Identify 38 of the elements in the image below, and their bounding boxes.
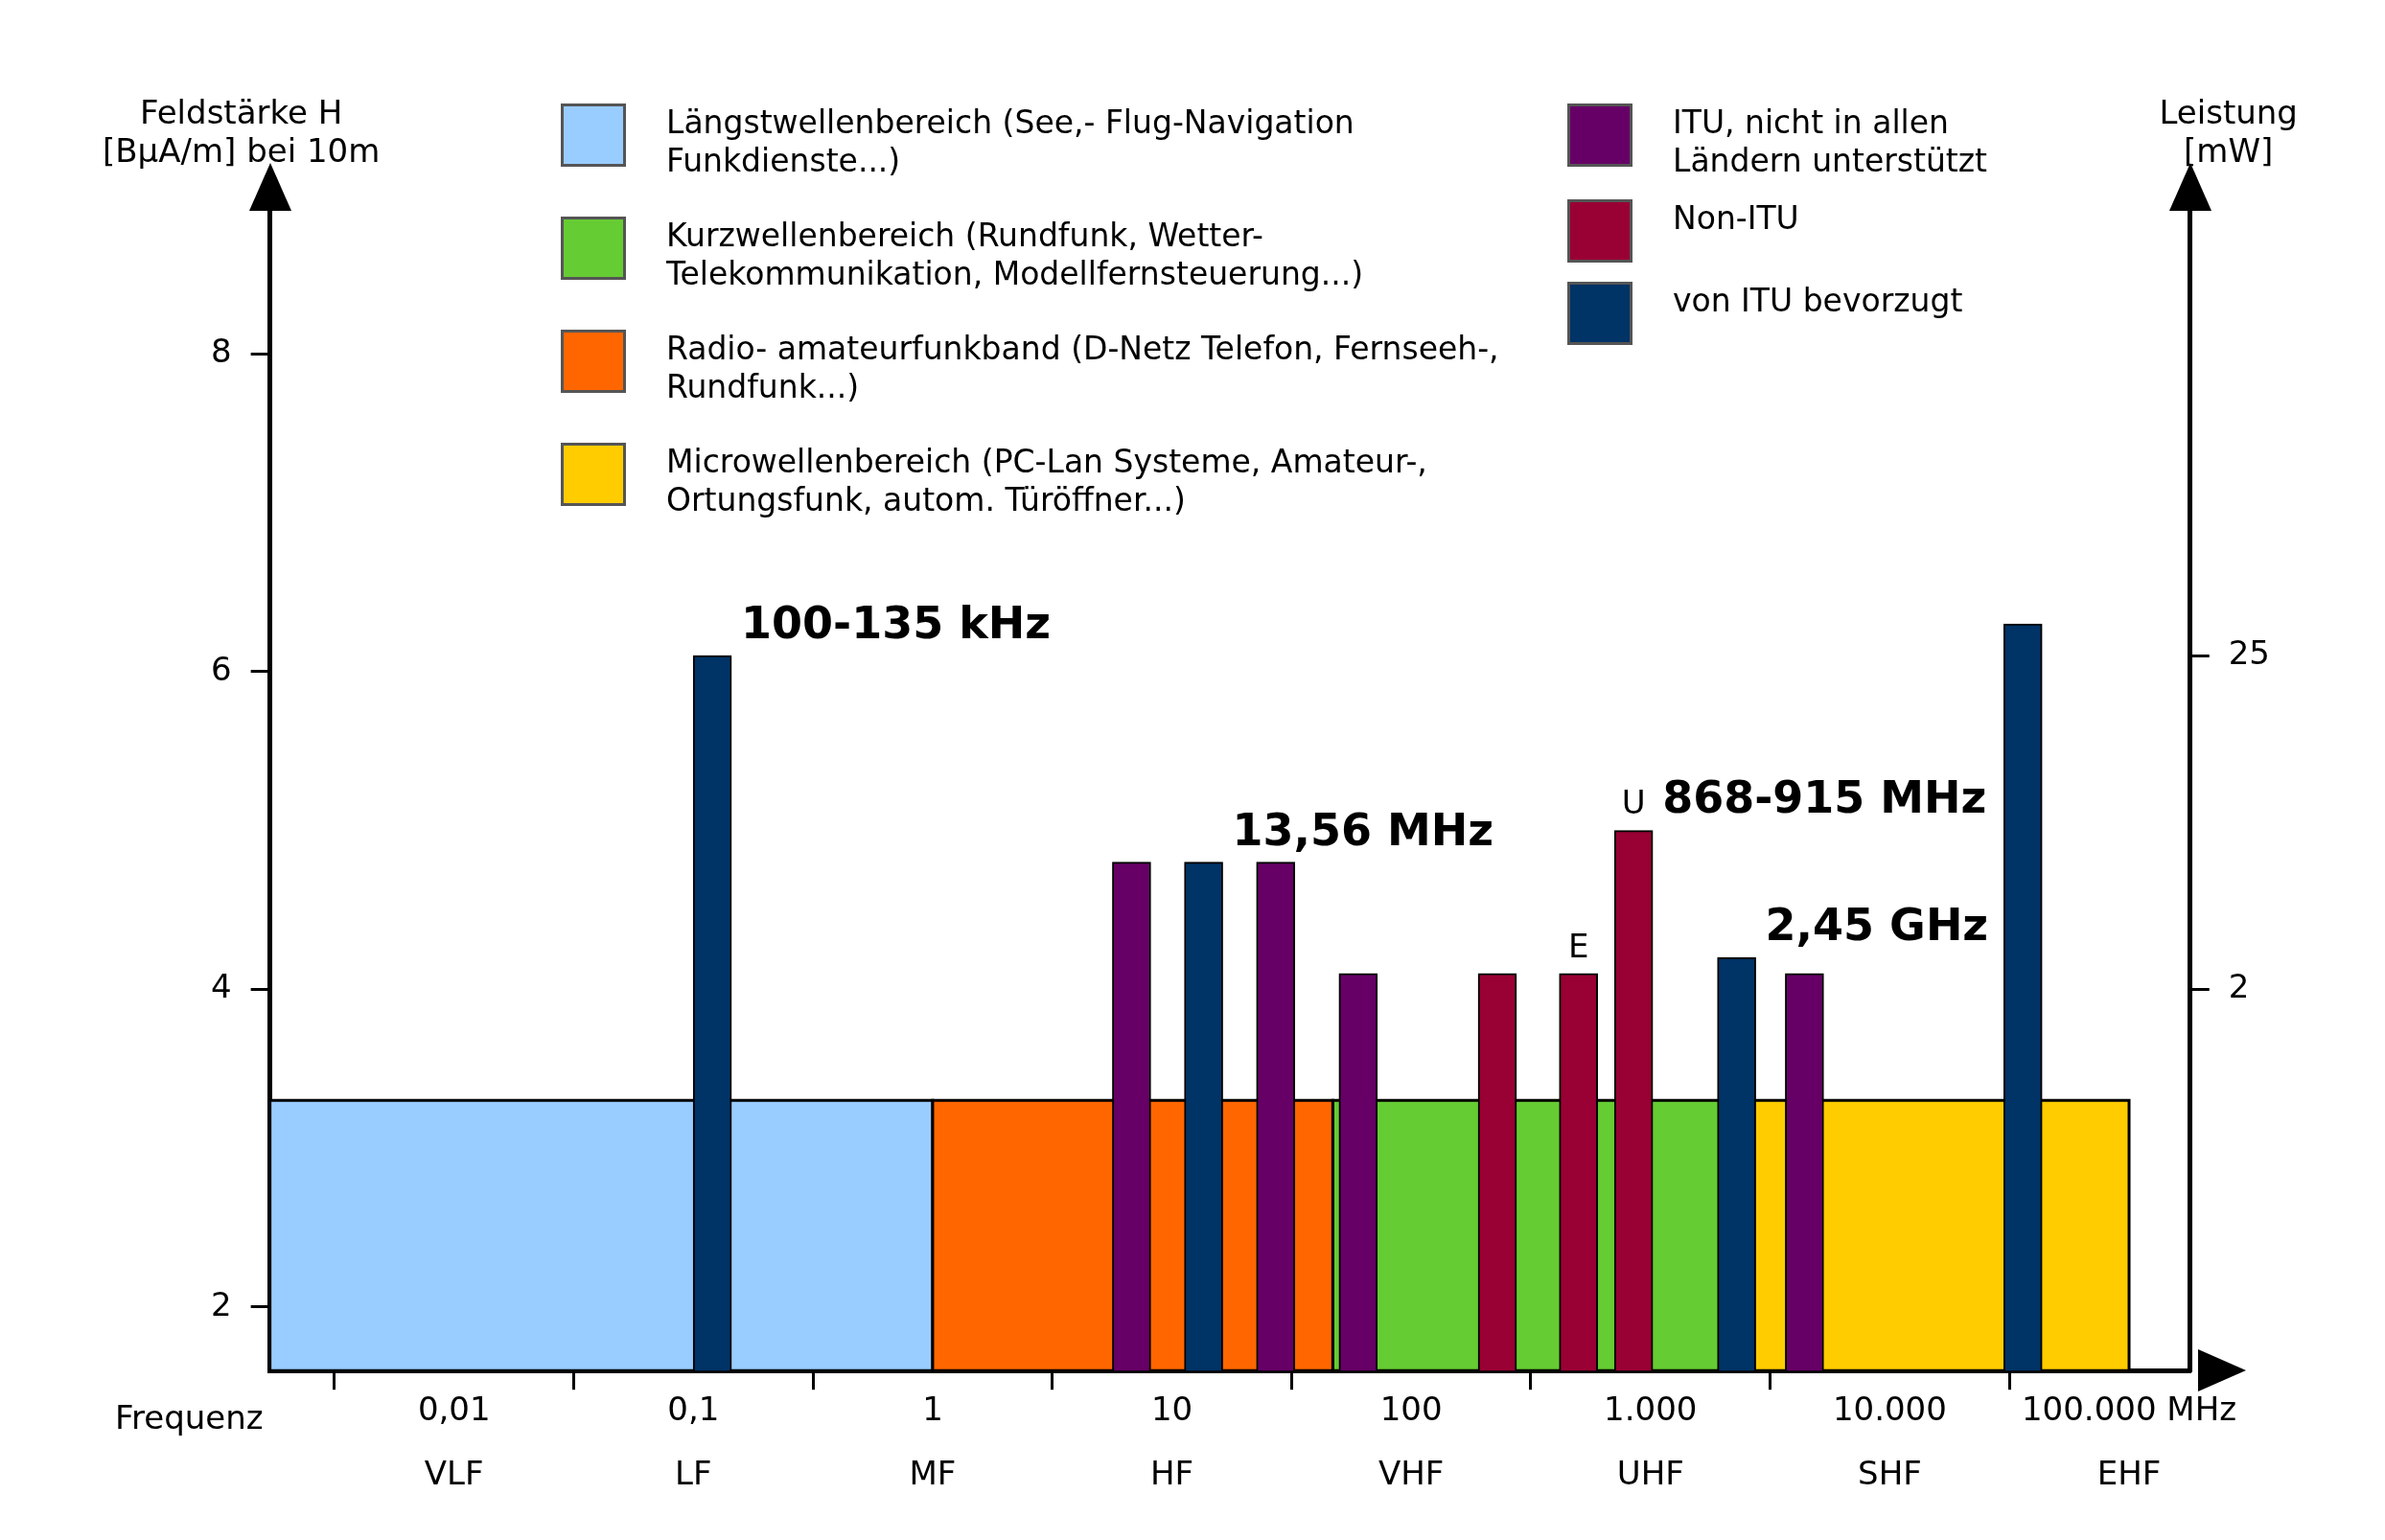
text: MF: [909, 1454, 957, 1493]
annotation: 13,56 MHz: [1232, 803, 1494, 856]
annotation: E: [1567, 926, 1589, 965]
x-axis-title: Frequenz: [115, 1398, 264, 1437]
legend-label: Längstwellenbereich (See,- Flug-Navigation Funkdienste...): [666, 103, 1355, 180]
legend-label: ITU, nicht in allen Ländern unterstützt: [1673, 103, 1989, 180]
text: SHF: [1858, 1454, 1922, 1493]
legend-label: von ITU bevorzugt: [1673, 282, 1963, 320]
x-tick-label: 0,1: [667, 1390, 720, 1429]
y-tick-label: 2: [210, 1284, 232, 1323]
x-tick-label: 1: [922, 1390, 943, 1429]
x-tick-label: 100.000 MHz: [2021, 1390, 2237, 1429]
y2-axis-title: Leistung [mW]: [2159, 92, 2298, 170]
text: VLF: [424, 1454, 484, 1493]
x-tick-label: 0,01: [417, 1390, 491, 1429]
text: LF: [675, 1454, 712, 1493]
annotation: 868-915 MHz: [1662, 771, 1987, 824]
y2-tick-label: 25: [2228, 633, 2270, 673]
annotation: U: [1621, 783, 1646, 822]
y2-tick-label: 2: [2228, 967, 2250, 1006]
legend-label: Non-ITU: [1673, 199, 1799, 238]
y-tick-label: 4: [210, 967, 232, 1006]
text: EHF: [2096, 1454, 2162, 1493]
y-tick-label: 6: [210, 649, 232, 688]
x-tick-label: 10: [1150, 1390, 1193, 1429]
text: VHF: [1378, 1454, 1445, 1493]
x-tick-label: 1.000: [1604, 1390, 1698, 1429]
x-tick-label: 100: [1379, 1390, 1443, 1429]
text: UHF: [1616, 1454, 1684, 1493]
legend-label: Radio- amateurfunkband (D-Netz Telefon, Fernseeh-, Rundfunk...): [666, 330, 1500, 406]
annotation: 100-135 kHz: [741, 597, 1052, 650]
y-tick-label: 8: [210, 332, 232, 371]
y-axis-title: Feldstärke H [BμA/m] bei 10m: [103, 92, 381, 170]
x-tick-label: 10.000: [1832, 1390, 1947, 1429]
legend-label: Microwellenbereich (PC-Lan Systeme, Amateur-, Ortungsfunk, autom. Türöffner...): [666, 443, 1428, 519]
legend-label: Kurzwellenbereich (Rundfunk, Wetter- Telekommunikation, Modellfernsteuerung...): [666, 217, 1365, 293]
text: HF: [1150, 1454, 1194, 1493]
annotation: 2,45 GHz: [1765, 899, 1989, 952]
